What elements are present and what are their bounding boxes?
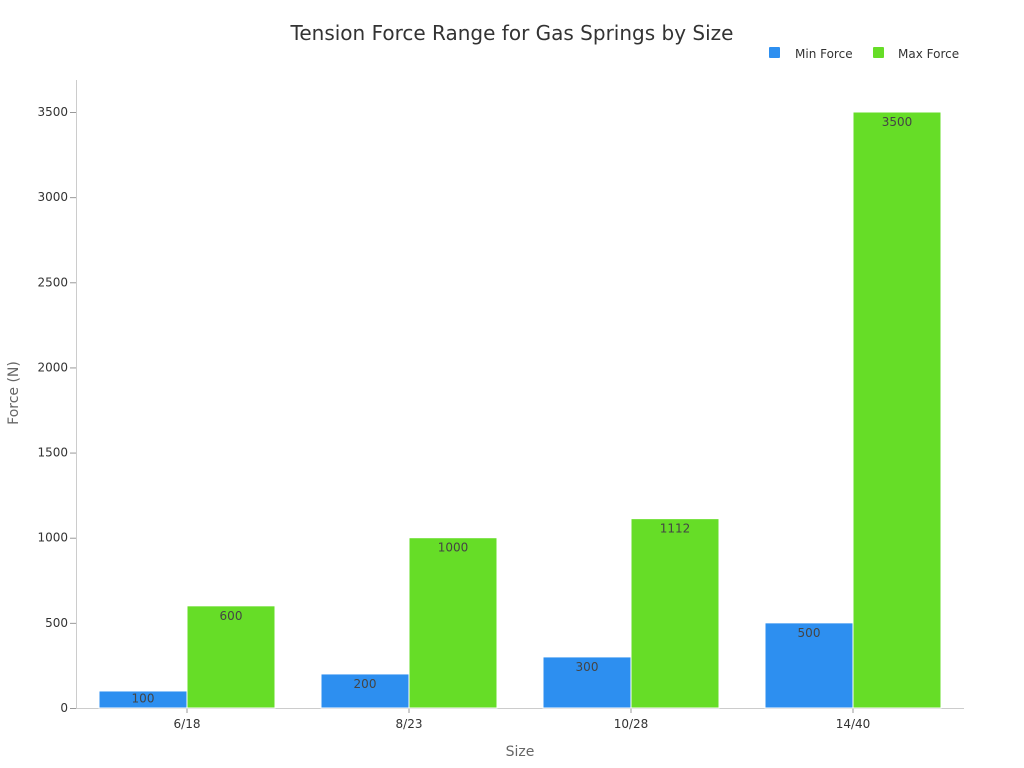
y-tick-label: 3500 bbox=[37, 105, 68, 119]
legend-label-min-force: Min Force bbox=[795, 47, 853, 61]
x-tick-label: 6/18 bbox=[174, 717, 201, 731]
legend: Min Force Max Force bbox=[769, 47, 959, 61]
y-tick-label: 0 bbox=[60, 701, 68, 715]
y-tick-label: 1000 bbox=[37, 531, 68, 545]
x-axis-ticks: 6/18 8/23 10/28 14/40 bbox=[174, 708, 871, 731]
bars bbox=[98, 111, 942, 709]
x-tick-label: 10/28 bbox=[614, 717, 649, 731]
data-label-min-force: 100 bbox=[132, 691, 155, 705]
y-tick-label: 3000 bbox=[37, 190, 68, 204]
y-axis-ticks: 0 500 1000 1500 2000 2500 3000 3500 bbox=[37, 105, 76, 715]
data-label-max-force: 600 bbox=[220, 609, 243, 623]
x-tick-label: 14/40 bbox=[836, 717, 871, 731]
y-tick-label: 1500 bbox=[37, 446, 68, 460]
legend-swatch-max-force bbox=[873, 47, 884, 58]
bar-max-force bbox=[852, 111, 942, 709]
bar-max-force bbox=[630, 518, 720, 709]
bar-min-force bbox=[764, 622, 854, 709]
legend-swatch-min-force bbox=[769, 47, 780, 58]
data-label-max-force: 1000 bbox=[438, 541, 469, 555]
chart-title: Tension Force Range for Gas Springs by S… bbox=[290, 21, 734, 45]
legend-label-max-force: Max Force bbox=[898, 47, 959, 61]
bar-max-force bbox=[408, 537, 498, 709]
bar-max-force bbox=[186, 605, 276, 709]
data-label-min-force: 300 bbox=[576, 660, 599, 674]
x-tick-label: 8/23 bbox=[396, 717, 423, 731]
data-labels: 100 600 200 1000 300 1112 500 3500 bbox=[132, 115, 913, 705]
data-label-max-force: 3500 bbox=[882, 115, 913, 129]
data-label-max-force: 1112 bbox=[660, 522, 691, 536]
y-tick-label: 2500 bbox=[37, 275, 68, 289]
y-tick-label: 2000 bbox=[37, 360, 68, 374]
x-axis-title: Size bbox=[506, 744, 535, 760]
data-label-min-force: 500 bbox=[798, 626, 821, 640]
y-tick-label: 500 bbox=[45, 616, 68, 630]
data-label-min-force: 200 bbox=[354, 677, 377, 691]
y-axis-title: Force (N) bbox=[6, 361, 22, 425]
